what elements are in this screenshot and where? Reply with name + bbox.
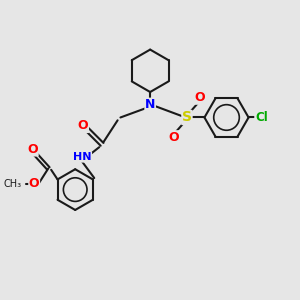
Text: O: O bbox=[194, 91, 205, 104]
Text: CH₃: CH₃ bbox=[3, 179, 21, 189]
Text: O: O bbox=[29, 177, 40, 190]
Text: HN: HN bbox=[73, 152, 92, 162]
Text: N: N bbox=[145, 98, 155, 111]
Text: O: O bbox=[169, 131, 179, 144]
Text: S: S bbox=[182, 110, 192, 124]
Text: Cl: Cl bbox=[255, 111, 268, 124]
Text: O: O bbox=[78, 119, 88, 133]
Text: O: O bbox=[28, 143, 38, 156]
